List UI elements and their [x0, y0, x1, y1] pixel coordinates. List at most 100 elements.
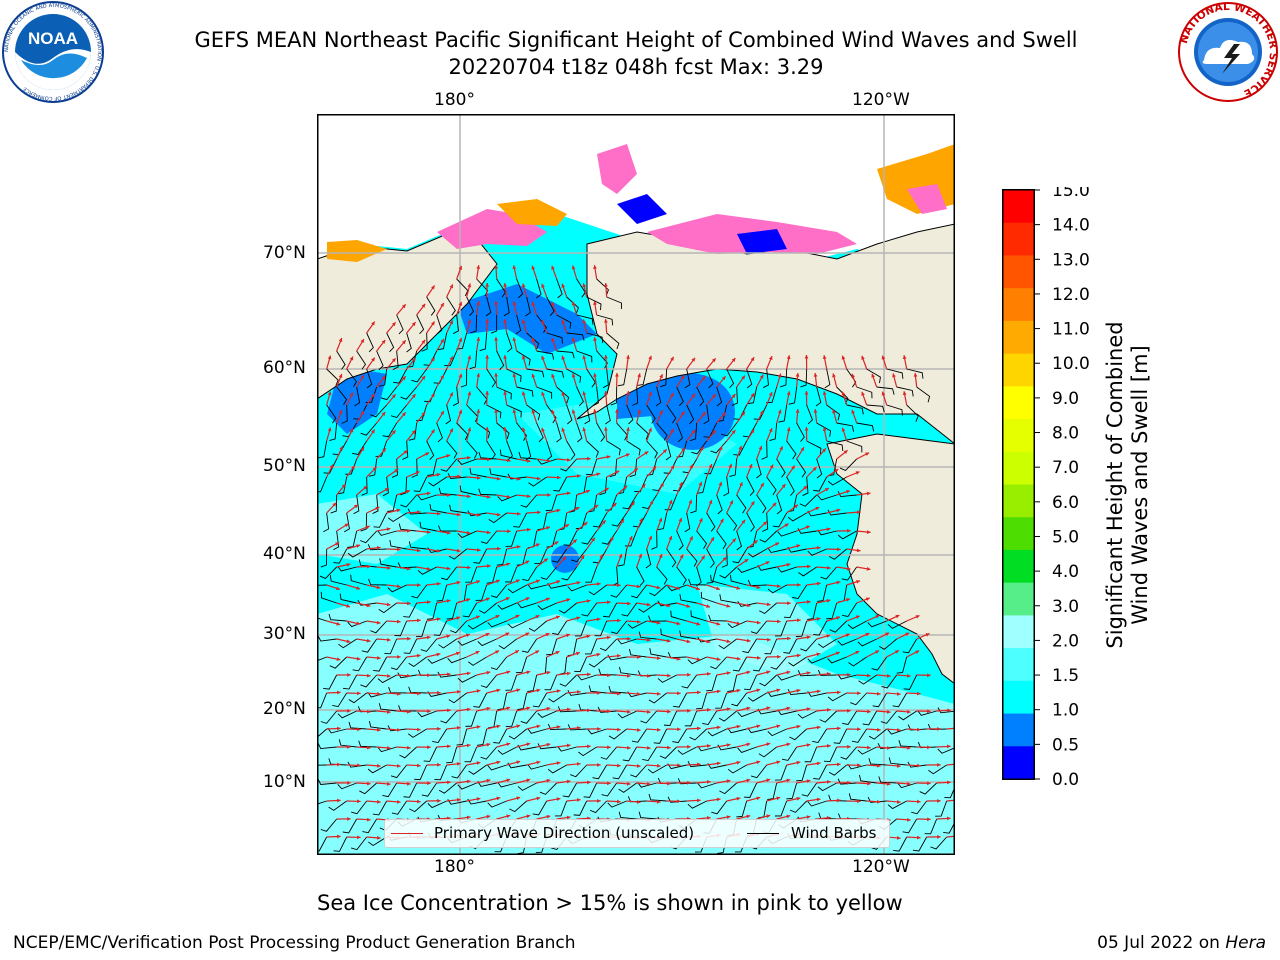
wave-arrow-head: [736, 586, 741, 590]
wind-barb: [663, 710, 678, 726]
wave-arrow-head: [726, 639, 731, 644]
wind-barb: [386, 332, 395, 353]
wave-arrow-head: [646, 781, 651, 786]
wave-arrow-head: [586, 634, 591, 639]
wind-barb: [837, 530, 857, 540]
wave-arrow-head: [857, 727, 861, 732]
wind-barb: [858, 774, 877, 784]
wave-arrow-head: [886, 745, 891, 750]
wind-barb: [473, 692, 488, 708]
wave-arrow-head: [726, 743, 731, 747]
wave-arrow-head: [796, 760, 801, 765]
wave-arrow-head: [826, 708, 831, 712]
wave-arrow-head: [564, 524, 569, 528]
land-north-america: [826, 433, 955, 685]
wind-barb: [447, 472, 467, 480]
wind-barb: [427, 458, 438, 476]
wind-barb: [452, 314, 459, 335]
wave-arrow-head: [902, 391, 907, 396]
wind-barb: [358, 559, 377, 568]
wave-arrow-head: [861, 355, 865, 360]
wind-barb: [600, 746, 618, 760]
wind-barb: [666, 404, 677, 424]
wave-arrow-head: [561, 391, 566, 396]
wind-barb: [842, 602, 858, 617]
wave-arrow-head: [736, 688, 741, 693]
wave-arrow-head: [668, 500, 673, 504]
wind-barb: [342, 818, 358, 834]
wave-arrow-head: [729, 500, 733, 505]
colorbar-tick-label: 0.5: [1052, 735, 1079, 755]
wave-arrow-head: [628, 536, 633, 541]
wind-barb: [432, 728, 448, 744]
wave-arrow-head: [701, 555, 705, 560]
wave-arrow-head: [786, 355, 791, 360]
wave-arrow-head: [521, 319, 526, 324]
wave-arrow-head: [676, 656, 681, 661]
wind-barb: [360, 674, 378, 688]
colorbar-label-line1: Significant Height of Combined: [1103, 321, 1127, 649]
wind-barb: [928, 764, 947, 775]
wind-barb: [585, 566, 598, 583]
wave-arrow-head: [677, 763, 681, 768]
wave-arrow-head: [356, 586, 361, 590]
wave-arrow-head: [521, 355, 526, 360]
wind-barb: [906, 368, 924, 379]
wave-arrow-head: [456, 512, 461, 517]
wind-barb: [526, 404, 541, 421]
wave-arrow-head: [617, 583, 621, 588]
wave-arrow-head: [526, 527, 531, 532]
wave-arrow-head: [813, 373, 818, 377]
wave-arrow-head: [676, 586, 681, 590]
wind-barb: [887, 800, 907, 810]
wind-barb: [798, 566, 817, 577]
wind-barb: [817, 529, 837, 536]
wind-barb: [509, 800, 527, 813]
wind-barb: [935, 800, 948, 817]
wave-arrow-head: [826, 598, 831, 603]
colorbar-tick-label: 8.0: [1052, 424, 1079, 444]
wave-arrow-head: [736, 621, 741, 626]
wind-barb: [561, 566, 578, 581]
wave-arrow-head: [731, 430, 736, 434]
wind-barb: [919, 782, 937, 795]
wave-arrow-head: [721, 376, 726, 381]
wind-barb: [730, 574, 747, 586]
wave-arrow-head: [535, 615, 540, 619]
wave-arrow-head: [718, 446, 723, 451]
wind-barb: [777, 566, 797, 573]
wind-barb: [437, 671, 457, 678]
wind-barb: [598, 668, 617, 676]
wave-arrow-head: [867, 709, 871, 714]
wind-barb: [710, 440, 728, 454]
wave-arrow-head: [376, 691, 381, 696]
wave-arrow-head: [566, 458, 571, 462]
wave-arrow-head: [772, 502, 777, 507]
wind-barb: [716, 494, 723, 515]
wind-barb: [563, 530, 578, 546]
wave-arrow-head: [338, 409, 343, 414]
wind-barb: [480, 530, 498, 544]
wave-arrow-head: [496, 476, 501, 481]
wind-barb: [880, 710, 898, 724]
wind-barb: [784, 602, 798, 619]
wind-barb: [887, 620, 907, 629]
wind-barb: [317, 743, 337, 750]
wind-barb: [605, 494, 618, 511]
wave-arrow-head: [620, 518, 624, 523]
wave-arrow-head: [516, 760, 521, 765]
wave-arrow-head: [720, 518, 724, 523]
wave-arrow-head: [846, 489, 850, 494]
wind-barb: [789, 728, 807, 741]
wave-arrow-head: [905, 632, 910, 637]
wind-barb: [816, 458, 823, 479]
wave-arrow-head: [446, 566, 451, 571]
wind-barb: [638, 602, 657, 613]
wave-arrow-head: [659, 374, 663, 379]
wind-barb: [651, 530, 658, 550]
wave-arrow-head: [401, 304, 406, 309]
wave-arrow-head: [458, 409, 463, 414]
wave-arrow-head: [381, 339, 386, 344]
wind-barb: [837, 778, 857, 785]
wind-barb: [526, 332, 540, 350]
